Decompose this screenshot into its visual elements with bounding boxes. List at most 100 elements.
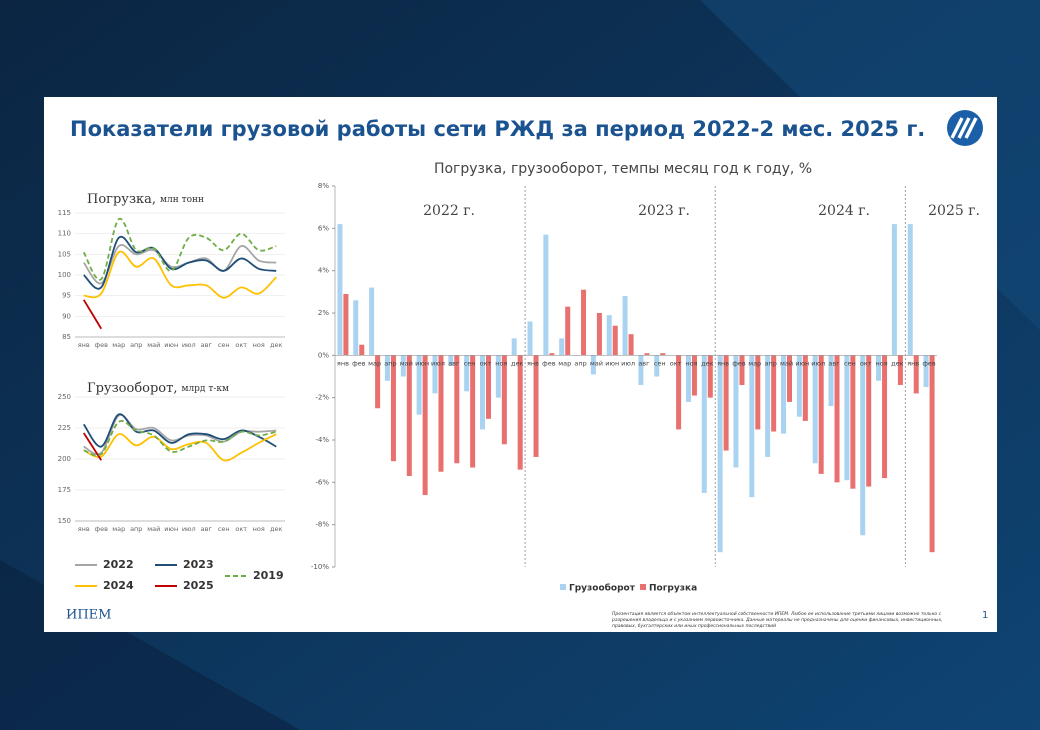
- y-tick-label: 110: [58, 230, 71, 238]
- chart-title: Погрузка, грузооборот, темпы месяц год к…: [434, 161, 812, 177]
- y-tick-label: 200: [58, 455, 71, 463]
- bar: [517, 355, 523, 470]
- bar: [771, 355, 777, 432]
- bar: [707, 355, 713, 398]
- slide-title: Показатели грузовой работы сети РЖД за п…: [70, 117, 925, 141]
- bar: [622, 296, 628, 356]
- disclaimer: Презентация является объектом интеллекту…: [612, 612, 943, 629]
- x-tick-label: фев: [95, 341, 109, 349]
- x-tick-label: окт: [235, 341, 247, 349]
- x-tick-label: май: [147, 525, 160, 533]
- bar: [590, 355, 596, 375]
- x-tick-label: янв: [717, 359, 729, 367]
- y-tick-label: 85: [62, 333, 71, 341]
- x-tick-label: фев: [922, 359, 936, 367]
- x-tick-label: мар: [748, 359, 761, 367]
- x-tick-label: фев: [732, 359, 746, 367]
- series-line: [83, 235, 277, 290]
- bar: [543, 234, 549, 356]
- y-tick-label: 150: [58, 517, 71, 525]
- x-tick-label: июл: [182, 341, 196, 349]
- bar: [438, 355, 444, 472]
- bar: [913, 355, 919, 394]
- x-tick-label: апр: [130, 341, 142, 349]
- bar: [448, 355, 454, 366]
- chart-title: Погрузка, млн тонн: [87, 192, 204, 207]
- x-tick-label: янв: [527, 359, 539, 367]
- x-tick-label: дек: [511, 359, 523, 367]
- y-tick-label: -10%: [311, 563, 329, 571]
- x-tick-label: июл: [431, 359, 445, 367]
- page-number: 1: [982, 610, 988, 621]
- bar: [638, 355, 644, 385]
- bar: [691, 355, 697, 396]
- bar: [644, 353, 650, 356]
- x-tick-label: апр: [574, 359, 586, 367]
- x-tick-label: авг: [201, 341, 213, 349]
- y-tick-label: 90: [62, 312, 71, 320]
- x-tick-label: июн: [164, 525, 178, 533]
- y-tick-label: -8%: [315, 521, 329, 529]
- chart-title-text: Грузооборот,: [87, 381, 177, 396]
- bar: [765, 355, 771, 457]
- x-tick-label: май: [147, 341, 160, 349]
- x-tick-label: апр: [384, 359, 396, 367]
- x-tick-label: янв: [337, 359, 349, 367]
- y-tick-label: 250: [58, 393, 71, 401]
- bar: [422, 355, 428, 496]
- bar: [739, 355, 745, 385]
- bar: [628, 334, 634, 356]
- bar: [501, 355, 507, 445]
- bar: [565, 306, 571, 356]
- x-tick-label: сен: [464, 359, 476, 367]
- legend-label: 2023: [183, 558, 214, 571]
- bar: [527, 321, 533, 356]
- series-line: [83, 420, 277, 457]
- bar: [432, 355, 438, 394]
- bar: [923, 355, 929, 388]
- bar: [907, 224, 913, 356]
- bar: [882, 355, 888, 479]
- x-tick-label: апр: [130, 525, 142, 533]
- bar: [375, 355, 381, 409]
- bar: [660, 353, 666, 356]
- bar: [511, 338, 517, 356]
- bar: [897, 355, 903, 385]
- y-tick-label: 100: [58, 271, 71, 279]
- x-tick-label: окт: [860, 359, 872, 367]
- bar: [685, 355, 691, 402]
- x-tick-label: май: [590, 359, 603, 367]
- bar: [796, 355, 802, 417]
- x-tick-label: авг: [448, 359, 460, 367]
- bar: [559, 338, 565, 356]
- y-tick-label: 0%: [318, 351, 329, 359]
- y-tick-label: -2%: [315, 394, 329, 402]
- x-tick-label: июн: [605, 359, 619, 367]
- legend-label: Погрузка: [649, 584, 697, 594]
- x-tick-label: авг: [638, 359, 650, 367]
- legend-swatch: [560, 584, 566, 590]
- year-label: 2024 г.: [818, 203, 870, 219]
- series-line: [83, 244, 277, 285]
- bar: [834, 355, 840, 483]
- series-line: [83, 250, 277, 299]
- x-tick-label: окт: [235, 525, 247, 533]
- x-tick-label: сен: [844, 359, 856, 367]
- x-tick-label: апр: [764, 359, 776, 367]
- bar: [781, 355, 786, 434]
- x-tick-label: янв: [907, 359, 919, 367]
- series-line: [82, 299, 103, 330]
- bar: [787, 355, 792, 402]
- bar: [676, 355, 682, 430]
- legend-label: 2022: [103, 558, 134, 571]
- logo: [947, 110, 983, 146]
- y-tick-label: 175: [58, 486, 71, 494]
- x-tick-label: мар: [112, 341, 125, 349]
- bar: [390, 355, 396, 462]
- x-tick-label: сен: [218, 525, 230, 533]
- y-tick-label: 225: [58, 424, 71, 432]
- year-label: 2023 г.: [638, 203, 690, 219]
- bar: [860, 355, 866, 536]
- bar: [844, 355, 850, 481]
